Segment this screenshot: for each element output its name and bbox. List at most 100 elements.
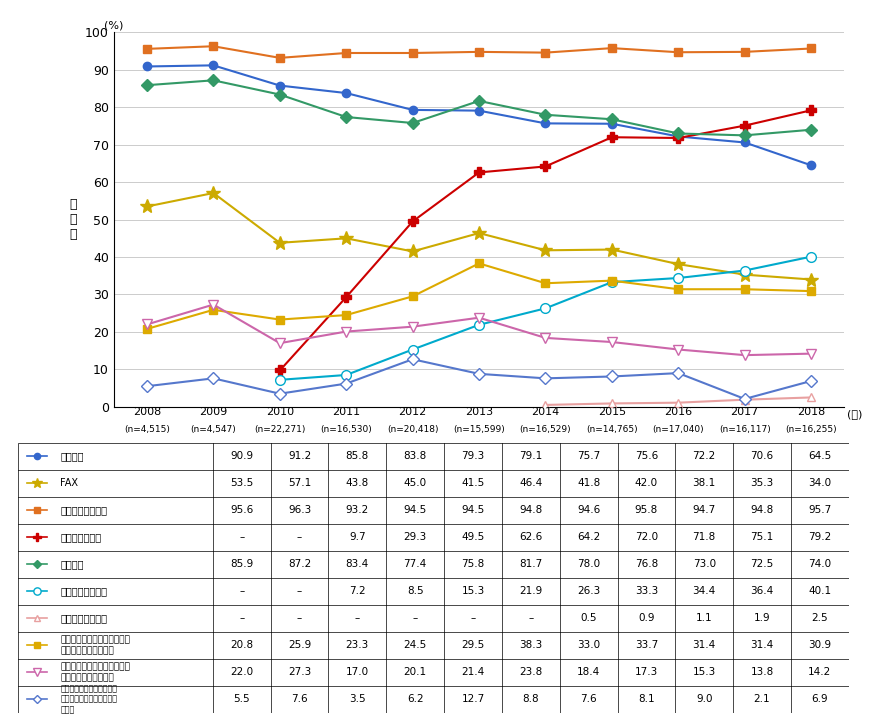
Text: 73.0: 73.0 [693,559,716,570]
Text: –: – [239,586,244,596]
Text: 21.9: 21.9 [519,586,542,596]
Text: 94.8: 94.8 [519,505,542,516]
Text: 72.2: 72.2 [693,451,716,462]
Text: 2008: 2008 [133,408,161,418]
Text: 76.8: 76.8 [634,559,658,570]
Text: 8.5: 8.5 [407,586,423,596]
Text: 91.2: 91.2 [288,451,312,462]
Text: 64.2: 64.2 [577,532,600,542]
Text: 25.9: 25.9 [288,640,312,650]
Text: 79.3: 79.3 [461,451,485,462]
Text: (n=4,547): (n=4,547) [191,426,236,434]
Text: 29.5: 29.5 [461,640,485,650]
Text: (n=16,530): (n=16,530) [320,426,372,434]
Text: 42.0: 42.0 [635,478,658,488]
Text: 2011: 2011 [332,408,360,418]
Text: ウェアラブル端末: ウェアラブル端末 [60,613,108,624]
Text: 96.3: 96.3 [288,505,312,516]
Text: 24.5: 24.5 [403,640,427,650]
Text: –: – [239,613,244,624]
Text: 7.6: 7.6 [580,694,597,704]
Text: 45.0: 45.0 [403,478,427,488]
Text: モバイル端末全体: モバイル端末全体 [60,505,108,516]
Text: 17.3: 17.3 [634,667,658,678]
Text: 5.5: 5.5 [234,694,250,704]
Text: 79.1: 79.1 [519,451,542,462]
Text: 94.8: 94.8 [751,505,774,516]
Text: –: – [297,532,302,542]
Text: 75.1: 75.1 [751,532,774,542]
Text: 74.0: 74.0 [808,559,831,570]
Text: 29.3: 29.3 [403,532,427,542]
Text: 1.9: 1.9 [753,613,770,624]
Text: 22.0: 22.0 [230,667,253,678]
Text: (n=16,255): (n=16,255) [786,426,837,434]
Text: –: – [297,613,302,624]
Text: 77.4: 77.4 [403,559,427,570]
Text: 9.7: 9.7 [349,532,366,542]
Text: (n=4,515): (n=4,515) [124,426,170,434]
Text: 6.2: 6.2 [407,694,423,704]
Text: 38.1: 38.1 [693,478,716,488]
Text: 2015: 2015 [598,408,626,418]
Text: 21.4: 21.4 [461,667,485,678]
Text: (n=16,117): (n=16,117) [719,426,771,434]
Text: 2014: 2014 [531,408,560,418]
Text: 83.4: 83.4 [346,559,369,570]
Text: –: – [412,613,417,624]
Text: 2010: 2010 [266,408,294,418]
Text: 0.5: 0.5 [580,613,597,624]
Text: –: – [297,586,302,596]
Text: 2.1: 2.1 [753,694,770,704]
Text: 34.0: 34.0 [808,478,831,488]
Text: 2018: 2018 [797,408,825,418]
Text: 64.5: 64.5 [808,451,831,462]
Text: 33.3: 33.3 [634,586,658,596]
Text: 81.7: 81.7 [519,559,542,570]
Text: –: – [239,532,244,542]
Text: 14.2: 14.2 [808,667,831,678]
Text: 33.7: 33.7 [634,640,658,650]
Text: 40.1: 40.1 [808,586,831,596]
Text: 20.1: 20.1 [403,667,427,678]
Text: 27.3: 27.3 [288,667,312,678]
Text: 95.8: 95.8 [634,505,658,516]
Text: 41.5: 41.5 [461,478,485,488]
Text: インターネットに接続できる
携帯型音楽プレイヤー: インターネットに接続できる 携帯型音楽プレイヤー [60,662,130,682]
Text: (n=16,529): (n=16,529) [520,426,571,434]
Text: 2009: 2009 [200,408,228,418]
Text: 26.3: 26.3 [577,586,600,596]
Text: 15.3: 15.3 [693,667,716,678]
Text: 85.9: 85.9 [230,559,254,570]
Text: 18.4: 18.4 [577,667,600,678]
Text: 15.3: 15.3 [461,586,485,596]
Text: 62.6: 62.6 [519,532,542,542]
Text: 93.2: 93.2 [346,505,369,516]
Text: 94.6: 94.6 [577,505,600,516]
Text: 90.9: 90.9 [230,451,253,462]
Text: 20.8: 20.8 [230,640,253,650]
Text: (n=14,765): (n=14,765) [586,426,638,434]
Text: 75.8: 75.8 [461,559,485,570]
Text: 95.6: 95.6 [230,505,254,516]
Text: パソコン: パソコン [60,559,84,570]
Text: 53.5: 53.5 [230,478,254,488]
Text: (n=17,040): (n=17,040) [653,426,704,434]
Text: (%): (%) [104,20,123,30]
Text: 31.4: 31.4 [751,640,774,650]
Text: 23.8: 23.8 [519,667,542,678]
Text: 41.8: 41.8 [577,478,600,488]
Text: 8.8: 8.8 [522,694,539,704]
Text: 72.5: 72.5 [751,559,774,570]
Text: 95.7: 95.7 [808,505,831,516]
Text: 75.6: 75.6 [634,451,658,462]
Text: 2016: 2016 [664,408,692,418]
Text: 9.0: 9.0 [696,694,712,704]
Text: 2.5: 2.5 [811,613,828,624]
Text: 83.8: 83.8 [403,451,427,462]
Text: 36.4: 36.4 [751,586,774,596]
Text: タブレット型端末: タブレット型端末 [60,586,108,596]
Text: 38.3: 38.3 [519,640,542,650]
Text: 35.3: 35.3 [751,478,774,488]
Text: 71.8: 71.8 [693,532,716,542]
